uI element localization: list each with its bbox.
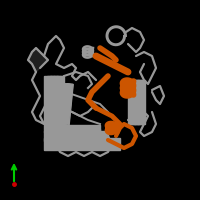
Polygon shape bbox=[64, 125, 100, 131]
Polygon shape bbox=[57, 84, 67, 124]
Polygon shape bbox=[44, 138, 120, 150]
Polygon shape bbox=[50, 76, 58, 132]
Polygon shape bbox=[64, 129, 100, 135]
Polygon shape bbox=[64, 133, 100, 139]
Polygon shape bbox=[128, 80, 136, 124]
Polygon shape bbox=[44, 76, 52, 132]
Polygon shape bbox=[53, 76, 61, 132]
Polygon shape bbox=[44, 131, 108, 141]
Polygon shape bbox=[47, 76, 55, 132]
Polygon shape bbox=[134, 80, 142, 124]
Polygon shape bbox=[131, 80, 139, 124]
Polygon shape bbox=[63, 84, 73, 124]
Polygon shape bbox=[56, 76, 64, 132]
Polygon shape bbox=[60, 84, 70, 124]
Polygon shape bbox=[28, 48, 48, 72]
Polygon shape bbox=[137, 80, 145, 124]
